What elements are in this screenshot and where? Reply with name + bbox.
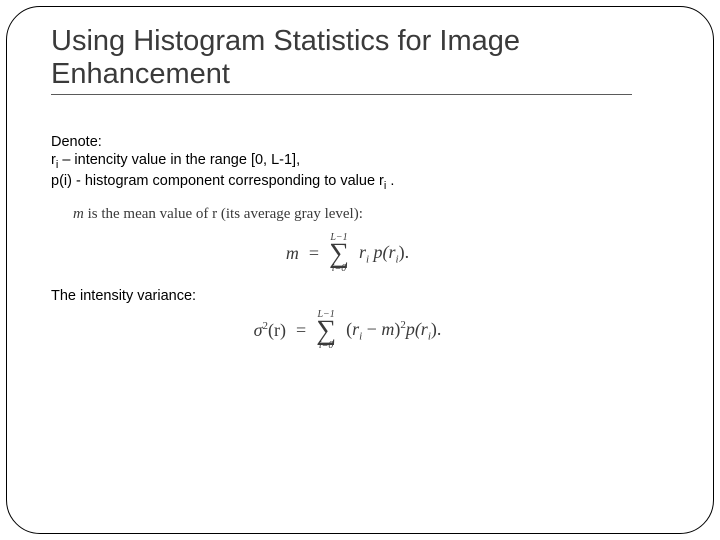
variance-equation: σ2(r) = L−1 ∑ i=0 (ri − m)2p(ri). — [146, 310, 549, 351]
slide-frame: Using Histogram Statistics for Image Enh… — [6, 6, 714, 534]
mean-p: p(r — [374, 242, 396, 262]
mean-sigma: L−1 ∑ i=0 — [329, 233, 349, 274]
sigma-arg: (r) — [268, 320, 286, 340]
mean-p-close: ). — [399, 242, 410, 262]
variance-equals: = — [296, 320, 306, 341]
variance-lhs: σ2(r) — [254, 320, 286, 341]
denote-block: Denote: ri – intencity value in the rang… — [51, 133, 683, 194]
mean-r-sub: i — [366, 253, 369, 265]
mean-sum-lower: i=0 — [332, 264, 347, 274]
denote-line-r: ri – intencity value in the range [0, L-… — [51, 151, 683, 173]
denote-r-text: – intencity value in the range [0, L-1], — [58, 152, 300, 168]
mean-description: m is the mean value of r (its average gr… — [73, 206, 683, 223]
mean-equation: m = L−1 ∑ i=0 ri p(ri). — [146, 233, 549, 274]
mean-equals: = — [309, 243, 319, 264]
mean-term: ri p(ri). — [359, 242, 409, 266]
variance-term: (ri − m)2p(ri). — [346, 319, 441, 343]
denote-p-text: - histogram component corresponding to v… — [72, 173, 379, 189]
variance-sum-lower: i=0 — [319, 341, 334, 351]
variance-sigma: L−1 ∑ i=0 — [316, 310, 336, 351]
v-minus: − — [362, 319, 381, 339]
slide-title: Using Histogram Statistics for Image Enh… — [51, 25, 632, 95]
denote-heading: Denote: — [51, 133, 683, 151]
variance-block: σ2(r) = L−1 ∑ i=0 (ri − m)2p(ri). — [73, 310, 683, 351]
mean-lhs: m — [286, 243, 299, 264]
v-m: m — [381, 319, 394, 339]
mean-desc-var: m — [73, 206, 84, 222]
mean-r: r — [359, 242, 366, 262]
var-p: p(i) — [51, 173, 72, 189]
mean-desc-text: is the mean value of r (its average gray… — [84, 206, 363, 222]
variance-label: The intensity variance: — [51, 288, 683, 304]
mean-block: m is the mean value of r (its average gr… — [73, 206, 683, 274]
v-p: p(r — [406, 319, 428, 339]
denote-line-p: p(i) - histogram component corresponding… — [51, 172, 683, 194]
denote-p-tail: . — [386, 173, 394, 189]
v-p-close: ). — [431, 319, 442, 339]
